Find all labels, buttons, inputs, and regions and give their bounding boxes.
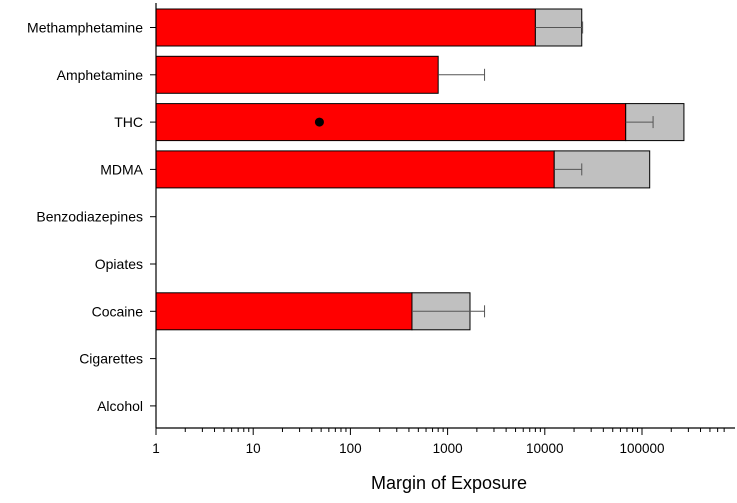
markers-layer (314, 117, 324, 127)
bar-methamphetamine-series-1 (155, 8, 536, 47)
bar-thc-series-1 (155, 103, 627, 142)
x-tick-label: 1 (152, 441, 160, 456)
labels-layer: Methamphetamine Amphetamine THC MDMA Benzodi… (27, 20, 664, 457)
x-tick-label: 10000 (526, 441, 564, 456)
marker-thc (314, 117, 324, 127)
bar-amphetamine-series-1 (155, 55, 439, 94)
category-label: Alcohol (97, 398, 143, 414)
x-axis-title: Margin of Exposure (371, 473, 527, 493)
x-tick-label: 100 (339, 441, 362, 456)
category-label: THC (114, 114, 143, 130)
category-label: MDMA (100, 161, 143, 177)
category-label: Opiates (95, 256, 143, 272)
error-bar-mdma (554, 163, 583, 176)
error-bar-methamphetamine (535, 21, 584, 34)
error-bar-thc (625, 116, 654, 129)
category-label: Methamphetamine (27, 20, 143, 36)
x-tick-label: 10 (246, 441, 261, 456)
category-label: Cocaine (92, 303, 144, 319)
x-tick-label: 100000 (619, 441, 664, 456)
error-bar-amphetamine (438, 68, 486, 81)
bar-cocaine-series-1 (155, 292, 413, 331)
category-label: Benzodiazepines (36, 209, 143, 225)
bar-mdma-series-1 (155, 150, 555, 189)
bars-layer (155, 8, 685, 331)
error-bar-cocaine (411, 305, 486, 318)
x-tick-label: 1000 (433, 441, 463, 456)
category-label: Cigarettes (79, 351, 143, 367)
category-label: Amphetamine (57, 67, 144, 83)
axes-layer (150, 3, 735, 435)
error-bars-layer (411, 21, 654, 318)
